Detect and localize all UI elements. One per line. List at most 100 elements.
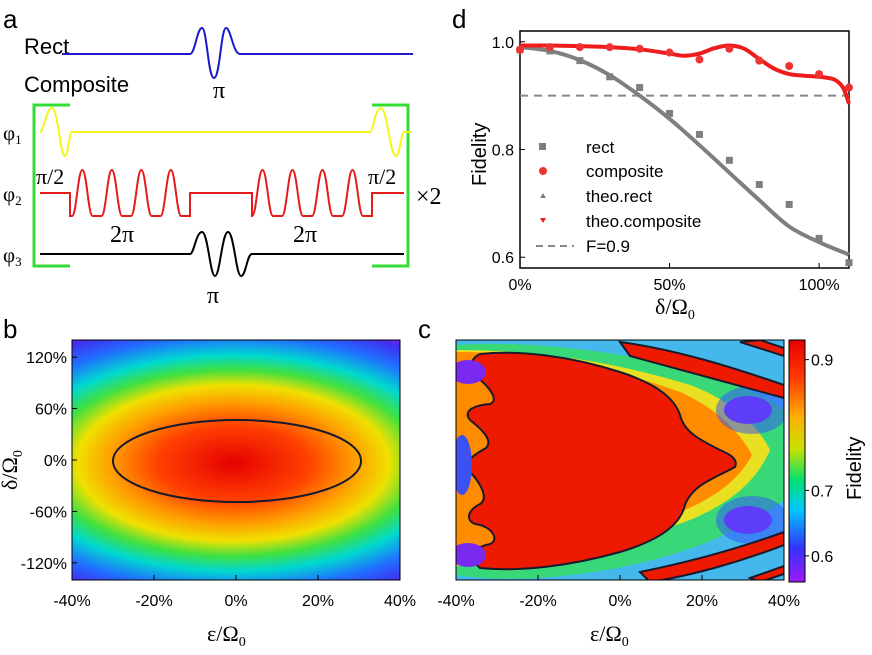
point-rect [636,84,644,92]
heatmap-b-xlabel: ε/Ω0 [207,621,246,650]
x-tick-label: 40% [768,593,800,610]
x-tick-label: -20% [135,593,172,610]
point-composite [665,48,674,57]
y-tick-label: -120% [21,556,67,573]
panel-letter-d: d [452,4,466,34]
rect-label: Rect [24,34,69,59]
panel-b: b -40% -20% 0% 20% 40% 120% 60% 0% -60% -120% δ/Ω… [0,314,416,650]
legend-theo-rect-label: theo.rect [586,187,652,206]
phi2-left-two-pi: 2π [110,222,134,248]
heatmap-b-field [72,340,400,580]
point-composite [695,55,704,64]
heatmap-c-stripe-top-2 [739,340,784,358]
right-bracket [372,103,410,268]
composite-label: Composite [24,72,129,97]
colorbar-title: Fidelity [844,437,866,500]
point-rect [666,109,674,117]
point-composite [725,44,734,53]
x-tick-label: 20% [302,593,334,610]
heatmap-c-blue-right-top [716,386,784,434]
x-tick-label: -40% [437,593,474,610]
y-tick-label: 120% [26,350,67,367]
legend-rect-label: rect [586,138,615,157]
plot-d-ylabel: Fidelity [469,123,491,186]
panel-letter-c: c [418,314,431,344]
phi2-right-two-pi: 2π [293,222,317,248]
x-tick-label: 0% [224,593,247,610]
legend-theo-composite-marker [540,218,546,223]
phi2-line [40,168,404,218]
phi3-label: φ3 [3,243,22,269]
y-tick-label: 0.6 [492,250,514,267]
point-rect [755,181,763,189]
colorbar-tick-label: 0.6 [811,549,833,566]
point-rect [785,200,793,208]
colorbar-tick-label: 0.7 [811,483,833,500]
phi1-line [39,106,412,158]
x-tick-label: 50% [654,277,686,294]
phi3-line [40,230,404,278]
heatmap-b-ylabel: δ/Ω0 [0,450,26,490]
y-tick-label: 0% [44,453,67,470]
x-tick-label: 20% [686,593,718,610]
x-tick-label: 40% [384,593,416,610]
heatmap-b-contour [112,419,362,503]
heatmap-c-stripe-bottom [637,530,784,580]
left-bracket [32,103,70,268]
y-tick-label: 60% [35,402,67,419]
point-rect [695,130,703,138]
colorbar [788,339,806,583]
phi3-pi-label: π [207,283,219,309]
point-rect [815,234,823,242]
phi2-right-half-pi: π/2 [368,164,396,189]
panel-d: d Fidelity δ/Ω0 0% 50% 100% 1.0 0.8 0.6 rect … [452,4,853,323]
legend-composite-marker [539,167,547,175]
times-two-label: ×2 [416,184,442,210]
point-rect [606,73,614,81]
y-tick-label: 0.8 [492,143,514,160]
point-rect [845,259,853,267]
rect-pulse-line [62,26,413,80]
legend-threshold-label: F=0.9 [586,237,630,256]
heatmap-c-blue-right-bottom [716,496,784,544]
point-rect [576,57,584,65]
plot-d-legend: rect composite theo.rect theo.composite … [536,138,701,256]
point-composite [545,43,554,52]
x-tick-label: -40% [53,593,90,610]
y-tick-label: 1.0 [492,35,514,52]
point-composite [635,44,644,53]
point-composite [845,83,853,92]
phi2-label: φ2 [3,182,22,208]
x-tick-label: 0% [608,593,631,610]
rect-pi-label: π [213,78,225,104]
panel-c: c -40% -20% 0% 20% 40% ε/Ω0 [418,314,866,650]
point-composite [755,56,764,65]
panel-a: a Rect π Composite φ1 φ2 π/2 π/2 2π 2π ×… [3,4,442,309]
heatmap-c-xlabel: ε/Ω0 [590,621,629,650]
point-rect [725,156,733,164]
point-composite [516,45,524,54]
point-composite [815,70,824,79]
point-composite [785,62,794,71]
x-tick-label: 100% [799,277,840,294]
legend-theo-composite-label: theo.composite [586,212,701,231]
x-tick-label: 0% [508,277,531,294]
panel-letter-a: a [3,4,18,34]
phi1-label: φ1 [3,121,22,147]
point-composite [575,43,584,52]
heatmap-c-stripe-top [617,340,784,400]
legend-composite-label: composite [586,162,663,181]
panel-letter-b: b [3,314,17,344]
heatmap-c-stripe-bottom-2 [747,564,784,580]
heatmap-c-purple-left-mid [456,435,472,495]
plot-d-xlabel: δ/Ω0 [655,294,695,323]
heatmap-c-purple-left-top [456,360,486,384]
phi2-left-half-pi: π/2 [36,164,64,189]
x-tick-label: -20% [519,593,556,610]
legend-rect-marker [539,143,546,150]
point-composite [605,43,614,52]
colorbar-tick-label: 0.9 [811,353,833,370]
y-tick-label: -60% [30,504,67,521]
heatmap-c-purple-left-bottom [456,543,486,567]
legend-theo-rect-marker [540,193,546,198]
